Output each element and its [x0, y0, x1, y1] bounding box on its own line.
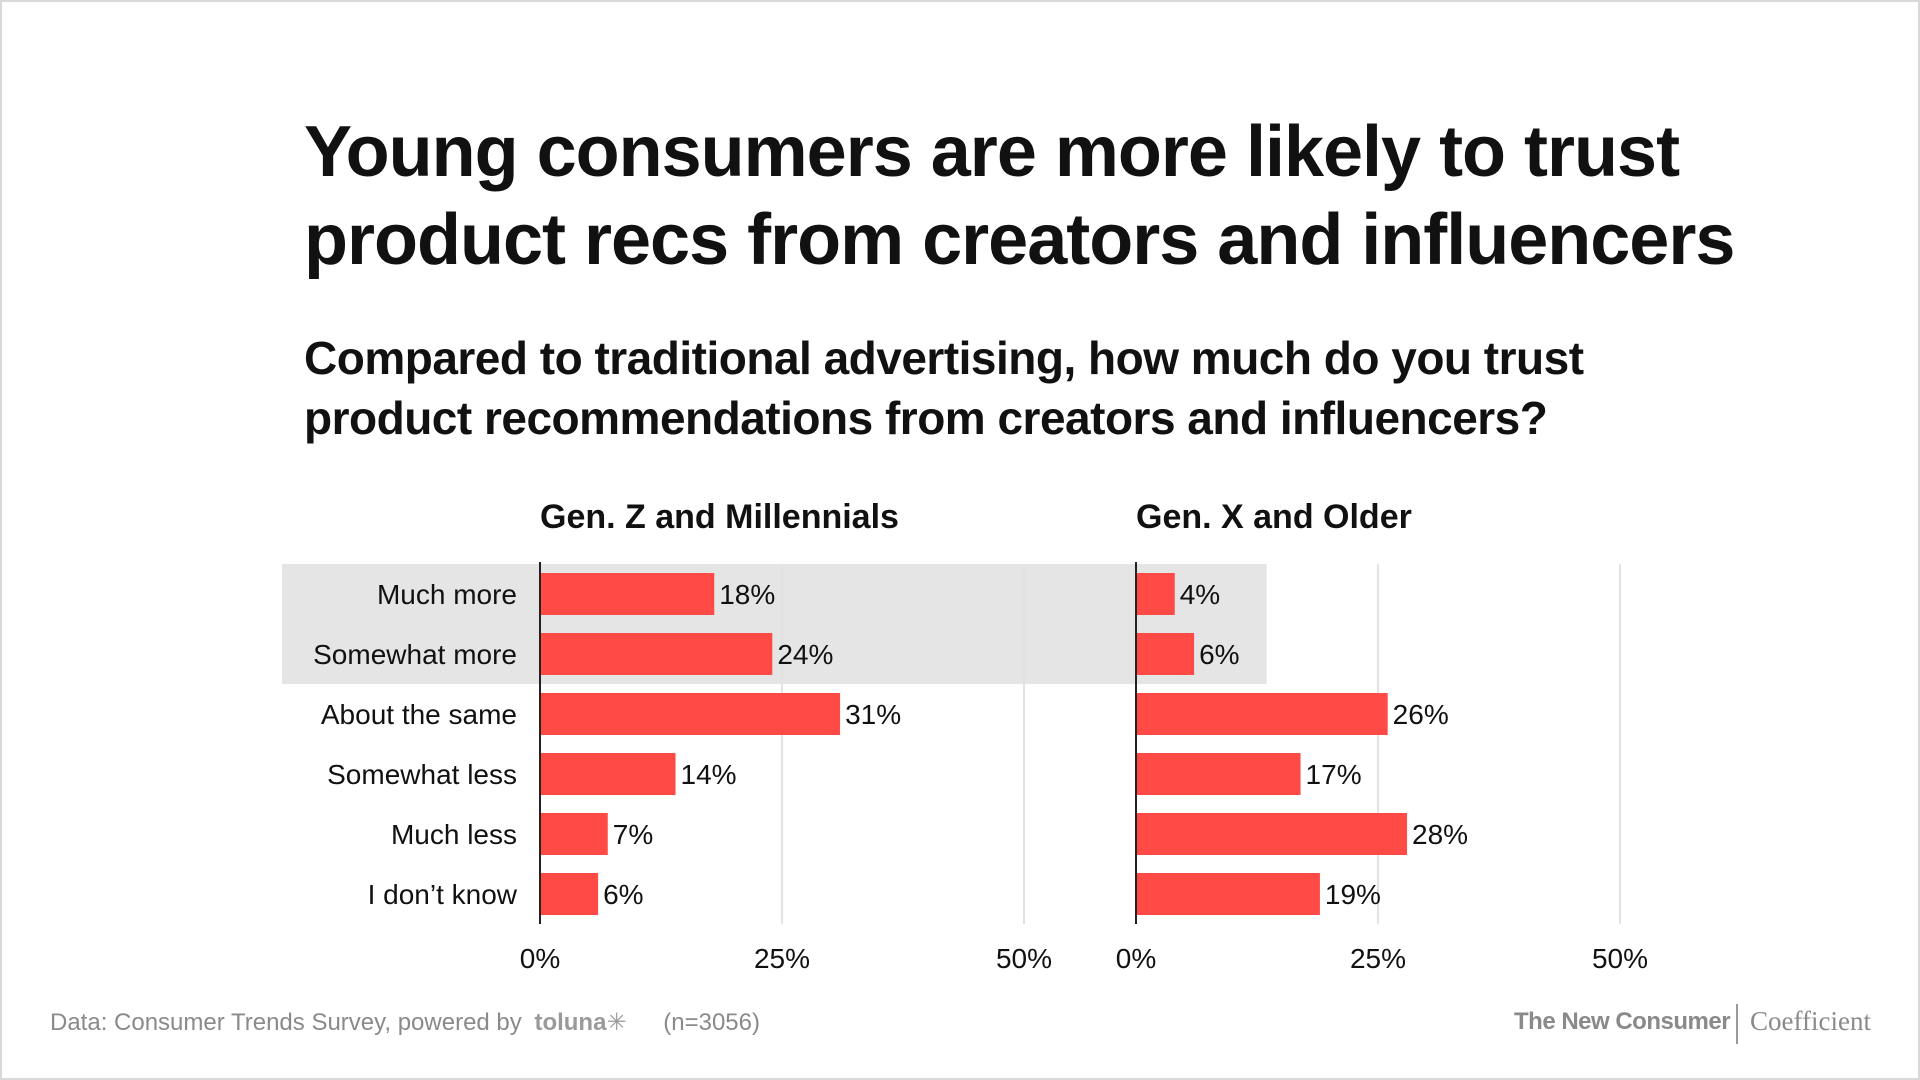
chart-subtitle: Compared to traditional advertising, how… — [304, 328, 1704, 448]
subtitle-line-1: Compared to traditional advertising, how… — [304, 332, 1584, 384]
bar — [540, 873, 599, 915]
category-label: Somewhat more — [313, 639, 517, 670]
bar — [1136, 813, 1408, 855]
category-label: Much less — [391, 819, 517, 850]
data-label: 18% — [719, 579, 775, 610]
category-label: Somewhat less — [327, 759, 517, 790]
the-new-consumer-logo: The New Consumer — [1514, 1008, 1731, 1035]
category-label: About the same — [321, 699, 517, 730]
source-text: Data: Consumer Trends Survey, powered by — [50, 1009, 522, 1036]
coefficient-logo: Coefficient — [1750, 1006, 1871, 1036]
title-line-1: Young consumers are more likely to trust — [304, 112, 1680, 192]
bar — [540, 573, 715, 615]
bar — [540, 813, 608, 855]
panel-title: Gen. Z and Millennials — [540, 498, 899, 536]
x-tick-label: 50% — [1592, 943, 1648, 974]
data-label: 26% — [1393, 699, 1449, 730]
chart-title: Young consumers are more likely to trust… — [304, 108, 1804, 284]
subtitle-line-2: product recommendations from creators an… — [304, 392, 1548, 444]
x-tick-label: 25% — [1350, 943, 1406, 974]
data-label: 31% — [845, 699, 901, 730]
data-label: 4% — [1180, 579, 1220, 610]
bar-chart: Gen. Z and Millennials 0% 25% 50% 18%24% 31% 1… — [282, 498, 1648, 974]
data-label: 6% — [603, 879, 643, 910]
bar — [540, 753, 676, 795]
source-note: Data: Consumer Trends Survey, powered by… — [50, 1008, 760, 1037]
bar — [540, 633, 773, 675]
highlight-band-labels — [282, 564, 540, 684]
panel-title: Gen. X and Older — [1136, 498, 1412, 536]
title-line-2: product recs from creators and influence… — [304, 200, 1735, 280]
sample-size: (n=3056) — [663, 1009, 760, 1036]
x-tick-label: 0% — [1116, 943, 1156, 974]
toluna-star-icon: ✳ — [606, 1009, 627, 1036]
toluna-logo: toluna — [534, 1009, 607, 1036]
data-label: 28% — [1412, 819, 1468, 850]
x-tick-label: 25% — [754, 943, 810, 974]
data-label: 19% — [1325, 879, 1381, 910]
category-label: I don’t know — [368, 879, 518, 910]
bar — [1136, 633, 1195, 675]
x-tick-label: 50% — [996, 943, 1052, 974]
data-label: 17% — [1306, 759, 1362, 790]
data-label: 6% — [1199, 639, 1239, 670]
bar — [1136, 873, 1320, 915]
data-label: 14% — [681, 759, 737, 790]
bar — [540, 693, 841, 735]
x-tick-label: 0% — [520, 943, 560, 974]
bar — [1136, 753, 1301, 795]
bar — [1136, 693, 1388, 735]
brand-divider — [1736, 1004, 1738, 1044]
data-label: 7% — [613, 819, 653, 850]
category-label: Much more — [377, 579, 517, 610]
data-label: 24% — [777, 639, 833, 670]
bar — [1136, 573, 1175, 615]
